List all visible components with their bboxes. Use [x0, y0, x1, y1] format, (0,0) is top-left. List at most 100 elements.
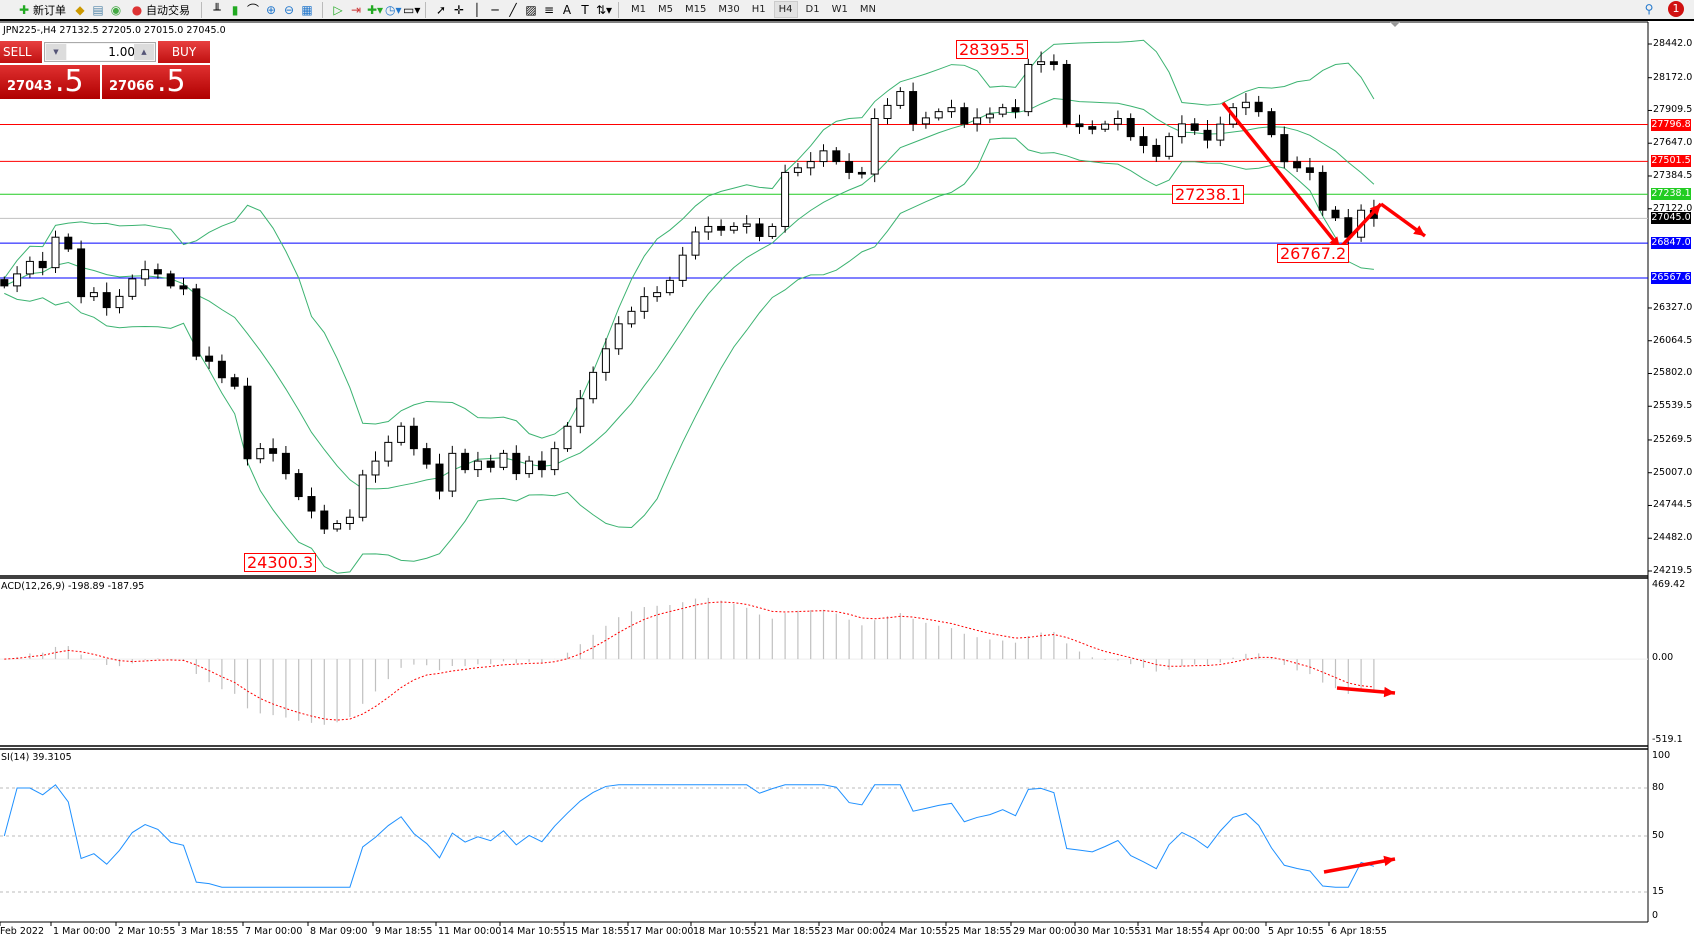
candle-bullish	[729, 225, 738, 231]
candle-bearish	[435, 463, 444, 492]
time-axis-label: 6 Apr 18:55	[1331, 926, 1387, 937]
candle-bullish	[345, 516, 354, 525]
candle-bearish	[717, 225, 726, 231]
candle-bullish	[742, 223, 751, 227]
time-axis-label: 8 Mar 09:00	[310, 926, 368, 937]
timeframe-h4[interactable]: H4	[773, 1, 798, 18]
separator	[425, 1, 426, 18]
rsi-axis-label: 80	[1652, 782, 1665, 793]
rsi-axis-label: 0	[1652, 910, 1659, 921]
candle-bullish	[653, 292, 662, 298]
templates-icon[interactable]: ▭▾	[403, 2, 421, 17]
candle-bearish	[461, 452, 470, 471]
vertical-line-icon[interactable]: │	[473, 2, 481, 17]
lot-stepper[interactable]: ▼ ▲	[44, 42, 156, 62]
candle-bearish	[1318, 171, 1327, 211]
candle-bearish	[64, 236, 73, 250]
chart-shift-icon[interactable]: ⇥	[350, 2, 362, 17]
candle-bearish	[294, 473, 303, 498]
signals-icon[interactable]: ◉	[110, 2, 122, 17]
candle-bullish	[921, 117, 930, 125]
timeframe-w1[interactable]: W1	[831, 4, 848, 15]
rsi-title: SI(14) 39.3105	[1, 752, 72, 763]
fibonacci-icon[interactable]: ≡	[543, 2, 555, 17]
equidistant-channel-icon[interactable]: ▨	[525, 2, 537, 17]
time-axis-label: 7 Mar 00:00	[245, 926, 303, 937]
candle-bearish	[230, 377, 239, 387]
candle-bearish	[192, 288, 201, 357]
candle-bullish	[1241, 101, 1250, 109]
sell-price-button[interactable]: 27043 .5	[0, 64, 100, 99]
rsi-arrow-head	[1383, 855, 1395, 867]
time-axis-label: 4 Apr 00:00	[1204, 926, 1260, 937]
price-tick-label: 25539.5	[1653, 400, 1693, 412]
rsi-axis-label: 100	[1652, 750, 1671, 761]
time-axis-label: 9 Mar 18:55	[375, 926, 433, 937]
line-chart-icon[interactable]: ⌒	[246, 2, 259, 17]
lot-increase-icon[interactable]: ▲	[134, 44, 154, 60]
trendline-icon[interactable]: ╱	[509, 2, 517, 17]
notification-badge[interactable]: 1	[1668, 1, 1684, 17]
horizontal-line-icon[interactable]: ─	[491, 2, 499, 17]
timeframe-m1[interactable]: M1	[631, 4, 646, 15]
candle-bearish	[845, 161, 854, 173]
candle-bullish	[576, 398, 585, 427]
rsi-axis-label: 50	[1652, 830, 1665, 841]
trend-arrow-up-head	[1369, 204, 1381, 216]
buy-price-main: 27066	[109, 79, 155, 94]
price-tick-label: 27647.0	[1653, 137, 1693, 149]
navigator-icon[interactable]: ▤	[92, 2, 104, 17]
separator	[201, 1, 202, 18]
lot-input[interactable]	[67, 44, 137, 60]
low-annotation: 24300.3	[244, 553, 317, 572]
buy-button[interactable]: BUY	[158, 41, 210, 63]
candle-bullish	[896, 91, 905, 106]
candle-bearish	[1331, 209, 1340, 219]
timeframe-h1[interactable]: H1	[751, 4, 766, 15]
cursor-icon[interactable]: ➚	[435, 2, 447, 17]
candle-bearish	[217, 360, 226, 379]
periods-icon[interactable]: ◷▾	[385, 2, 402, 17]
bar-chart-icon[interactable]: ╨	[213, 2, 221, 17]
candle-bullish	[640, 296, 649, 312]
time-axis-label: 17 Mar 00:00	[630, 926, 694, 937]
candle-bullish	[973, 117, 982, 125]
sell-button[interactable]: SELL	[0, 41, 42, 63]
candle-bullish	[333, 523, 342, 530]
text-icon[interactable]: A	[562, 2, 572, 17]
timeframe-mn[interactable]: MN	[859, 4, 876, 15]
autoscroll-icon[interactable]: ▷	[333, 2, 343, 17]
zoom-in-icon[interactable]: ⊕	[265, 2, 277, 17]
timeframe-m5[interactable]: M5	[658, 4, 673, 15]
price-level-tag: 26847.0	[1651, 237, 1691, 250]
zoom-out-icon[interactable]: ⊖	[283, 2, 295, 17]
time-axis-label: 23 Mar 00:00	[821, 926, 885, 937]
timeframe-m30[interactable]: M30	[718, 4, 740, 15]
timeframe-m15[interactable]: M15	[685, 4, 707, 15]
new-order-button[interactable]: ✚ 新订单	[18, 2, 66, 17]
candle-bullish	[550, 448, 559, 471]
candle-bullish	[1216, 123, 1225, 141]
candle-bearish	[1075, 123, 1084, 128]
time-axis-label: 31 Mar 18:55	[1140, 926, 1204, 937]
candle-bearish	[269, 448, 278, 454]
crosshair-icon[interactable]: ✛	[453, 2, 465, 17]
candle-bullish	[793, 167, 802, 173]
text-label-icon[interactable]: T	[581, 2, 589, 17]
trend-arrow-forecast-head	[1413, 225, 1425, 236]
search-icon[interactable]: ⚲	[1644, 2, 1654, 16]
price-tick-label: 24744.5	[1653, 499, 1693, 511]
buy-price-button[interactable]: 27066 .5	[102, 64, 210, 99]
candle-bullish	[397, 425, 406, 443]
metaeditor-icon[interactable]: ◆	[75, 2, 85, 17]
indicators-icon[interactable]: ✚▾	[367, 2, 384, 17]
arrows-icon[interactable]: ⇅▾	[596, 2, 613, 17]
timeframe-d1[interactable]: D1	[805, 4, 820, 15]
candle-bearish	[77, 248, 86, 298]
price-tick-label: 26064.5	[1653, 334, 1693, 346]
tile-windows-icon[interactable]: ▦	[301, 2, 313, 17]
lot-decrease-icon[interactable]: ▼	[46, 44, 66, 60]
auto-trading-button[interactable]: ● 自动交易	[131, 2, 190, 17]
candlestick-icon[interactable]: ▮	[231, 2, 239, 17]
